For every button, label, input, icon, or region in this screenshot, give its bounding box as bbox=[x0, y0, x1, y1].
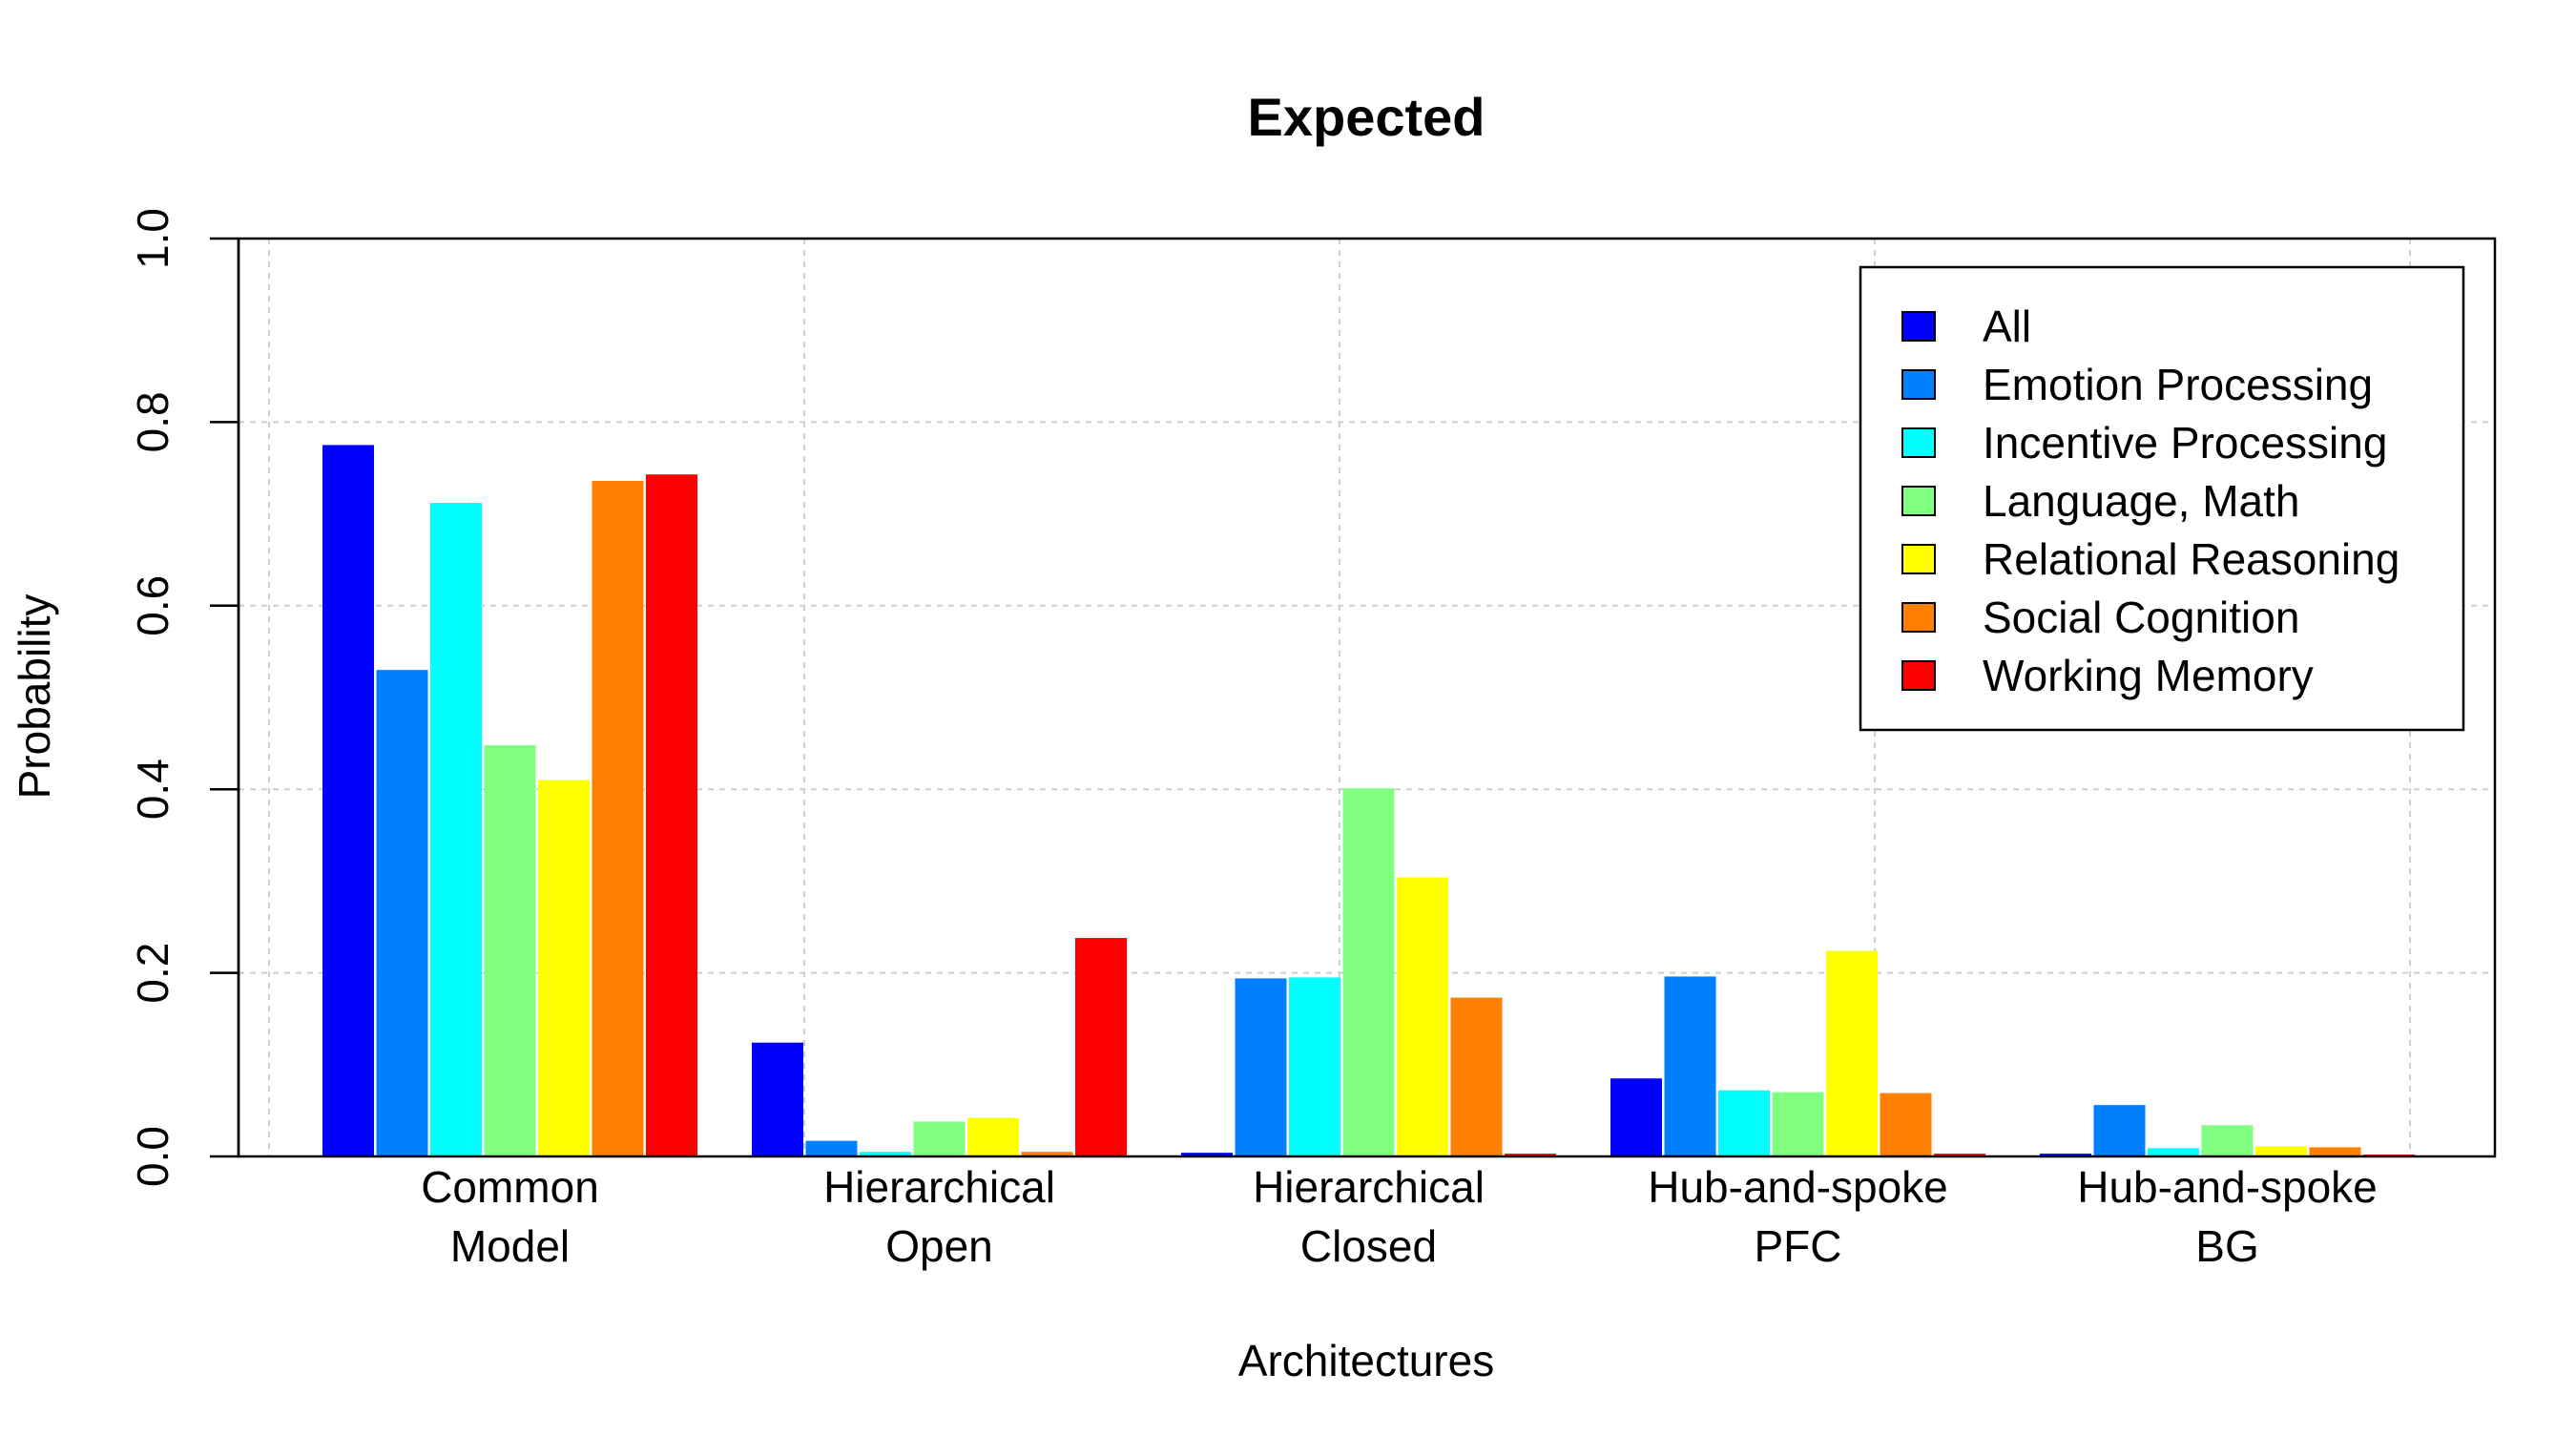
bar bbox=[1610, 1078, 1662, 1156]
bar bbox=[752, 1042, 803, 1156]
bar bbox=[1772, 1092, 1824, 1156]
bar bbox=[430, 503, 482, 1156]
legend-label: Working Memory bbox=[1983, 651, 2314, 700]
bar bbox=[1397, 877, 1448, 1156]
bar bbox=[1826, 950, 1878, 1156]
y-axis-label: Probability bbox=[10, 594, 59, 800]
legend-swatch bbox=[1901, 544, 1936, 574]
bar bbox=[376, 670, 428, 1156]
bar bbox=[805, 1140, 858, 1156]
legend-swatch bbox=[1901, 427, 1936, 458]
legend-label: Relational Reasoning bbox=[1983, 534, 2399, 584]
x-tick-label: Model bbox=[450, 1221, 570, 1271]
legend-label: Incentive Processing bbox=[1983, 418, 2387, 468]
legend-swatch bbox=[1901, 660, 1936, 691]
x-axis-label: Architectures bbox=[1238, 1336, 1494, 1385]
bar bbox=[592, 480, 644, 1156]
bar bbox=[322, 445, 374, 1156]
legend-label: Emotion Processing bbox=[1983, 360, 2373, 409]
y-tick-label: 0.0 bbox=[128, 1126, 177, 1187]
legend-label: Language, Math bbox=[1983, 476, 2300, 526]
legend-swatch bbox=[1901, 311, 1936, 342]
bar bbox=[2201, 1125, 2254, 1156]
legend-box bbox=[1859, 265, 2465, 732]
bar bbox=[2148, 1148, 2199, 1156]
legend-swatch bbox=[1901, 602, 1936, 633]
chart-title: Expected bbox=[1248, 87, 1485, 147]
bar bbox=[2255, 1146, 2307, 1156]
bar bbox=[860, 1152, 911, 1156]
bar bbox=[1342, 788, 1395, 1156]
bar bbox=[967, 1117, 1019, 1156]
x-tick-label: Hub-and-spoke bbox=[2077, 1162, 2378, 1212]
bar bbox=[1450, 997, 1503, 1156]
bars-layer bbox=[322, 445, 2415, 1156]
bar bbox=[2040, 1154, 2091, 1156]
bar bbox=[538, 780, 590, 1156]
bar bbox=[1505, 1154, 1556, 1156]
bar bbox=[1880, 1093, 1932, 1156]
y-tick-label: 0.4 bbox=[128, 759, 177, 820]
axes-layer: Common Model Hierarchical Open Hierarchical C… bbox=[128, 208, 2497, 1271]
bar bbox=[2093, 1105, 2146, 1156]
bar bbox=[1934, 1154, 1985, 1156]
legend-label: Social Cognition bbox=[1983, 593, 2299, 642]
x-tick-label: Open bbox=[885, 1221, 993, 1271]
bar bbox=[913, 1121, 966, 1156]
bar bbox=[1181, 1153, 1233, 1156]
bar bbox=[1289, 977, 1340, 1156]
bar bbox=[1021, 1152, 1073, 1156]
bar bbox=[1664, 976, 1716, 1156]
legend-swatch bbox=[1901, 369, 1936, 400]
x-tick-label: Common bbox=[421, 1162, 599, 1212]
legend-label: All bbox=[1983, 302, 2031, 351]
bar bbox=[1235, 978, 1287, 1156]
x-tick-label: BG bbox=[2195, 1221, 2258, 1271]
y-tick-label: 0.8 bbox=[128, 391, 177, 452]
x-tick-label: Hierarchical bbox=[1253, 1162, 1485, 1212]
x-tick-label: Closed bbox=[1300, 1221, 1437, 1271]
x-tick-label: PFC bbox=[1755, 1221, 1842, 1271]
y-tick-label: 0.2 bbox=[128, 943, 177, 1004]
y-tick-label: 0.6 bbox=[128, 575, 177, 636]
x-tick-label: Hub-and-spoke bbox=[1648, 1162, 1948, 1212]
bar bbox=[484, 745, 536, 1156]
bar bbox=[646, 474, 697, 1156]
legend-swatch bbox=[1901, 486, 1936, 516]
bar bbox=[1718, 1090, 1770, 1156]
bar bbox=[1075, 938, 1127, 1156]
x-tick-label: Hierarchical bbox=[823, 1162, 1055, 1212]
y-tick-label: 1.0 bbox=[128, 208, 177, 269]
bar bbox=[2309, 1147, 2361, 1156]
legend: All Emotion Processing Incentive Processin… bbox=[1859, 265, 2465, 732]
